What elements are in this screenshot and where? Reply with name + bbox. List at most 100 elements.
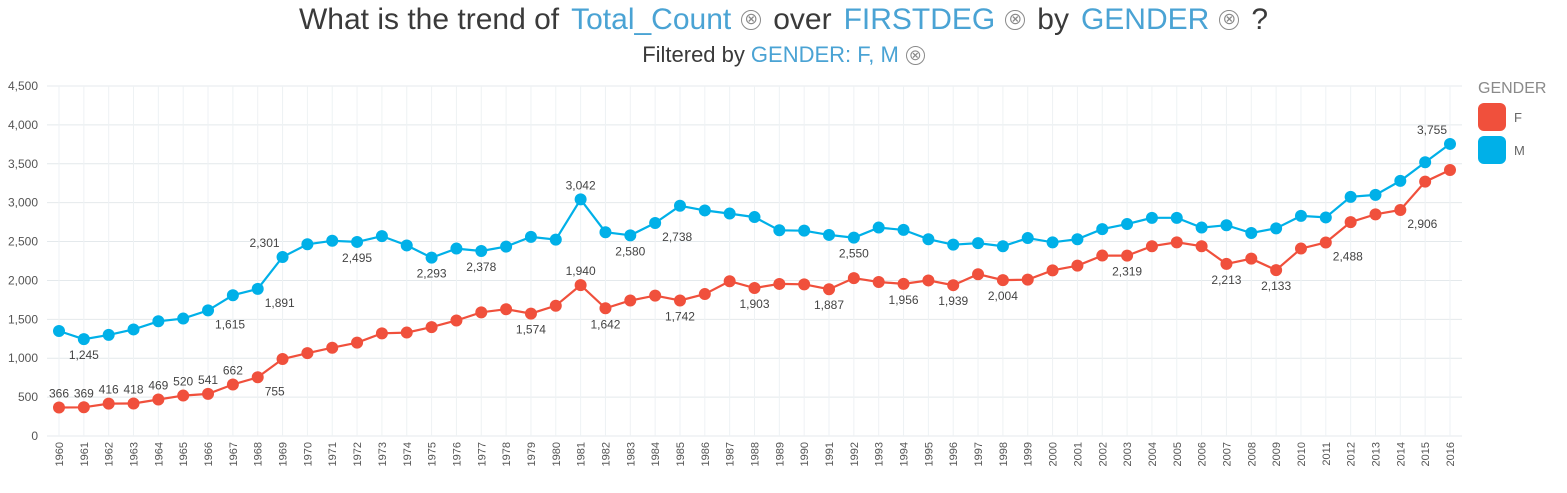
data-label: 1,887 <box>814 298 844 312</box>
x-tick-label: 1988 <box>750 442 762 466</box>
x-tick-label: 1996 <box>948 442 960 466</box>
data-point-m <box>1121 218 1134 231</box>
data-point-f <box>673 294 686 307</box>
legend-item-f[interactable]: F <box>1478 103 1563 131</box>
data-point-m <box>897 223 910 236</box>
x-tick-label: 2001 <box>1072 442 1084 466</box>
remove-filter-icon[interactable]: ⊗ <box>905 45 925 65</box>
x-tick-label: 1967 <box>228 442 240 466</box>
legend-swatch-m <box>1478 136 1506 164</box>
x-tick-label: 1992 <box>849 442 861 466</box>
data-label: 2,906 <box>1407 217 1437 231</box>
data-point-m <box>226 289 239 302</box>
remove-dimension-icon[interactable]: ⊗ <box>1005 10 1026 30</box>
data-point-m <box>1046 236 1059 249</box>
y-tick-label: 3,500 <box>8 157 38 171</box>
data-point-m <box>475 245 488 258</box>
x-tick-label: 1984 <box>650 442 662 466</box>
x-tick-label: 1975 <box>427 442 439 466</box>
group-token[interactable]: GENDER <box>1080 3 1210 36</box>
x-tick-label: 1974 <box>402 442 414 466</box>
x-tick-label: 1982 <box>600 442 612 466</box>
data-point-m <box>152 315 165 328</box>
data-point-f <box>1071 259 1084 272</box>
data-point-m <box>922 233 935 246</box>
data-point-m <box>1021 232 1034 245</box>
legend-item-m[interactable]: M <box>1478 136 1563 164</box>
y-tick-label: 1,000 <box>8 351 38 365</box>
remove-measure-icon[interactable]: ⊗ <box>741 10 762 30</box>
data-point-m <box>847 231 860 244</box>
x-tick-label: 2003 <box>1122 442 1134 466</box>
data-point-f <box>202 387 215 400</box>
x-tick-label: 1994 <box>899 442 911 466</box>
data-point-f <box>326 341 339 354</box>
data-point-m <box>1444 137 1456 150</box>
remove-group-icon[interactable]: ⊗ <box>1219 10 1240 30</box>
data-point-f <box>897 277 910 290</box>
measure-token[interactable]: Total_Count <box>571 3 732 36</box>
data-point-f <box>450 314 463 327</box>
data-point-m <box>77 333 90 346</box>
data-point-f <box>375 327 388 340</box>
x-tick-label: 1986 <box>700 442 712 466</box>
y-tick-label: 2,500 <box>8 235 38 249</box>
data-point-m <box>996 240 1009 253</box>
title-by-word: by <box>1037 3 1069 36</box>
data-point-f <box>177 389 190 402</box>
x-tick-label: 2008 <box>1246 442 1258 466</box>
data-point-m <box>375 230 388 243</box>
data-label: 1,742 <box>665 310 695 324</box>
data-point-m <box>351 235 364 248</box>
data-label: 520 <box>173 375 193 389</box>
x-tick-label: 1991 <box>824 442 836 466</box>
data-point-m <box>1319 211 1332 224</box>
data-label: 3,755 <box>1417 123 1447 137</box>
data-point-f <box>823 283 836 296</box>
legend-title: GENDER <box>1478 80 1547 97</box>
data-point-f <box>226 378 239 391</box>
data-label: 3,042 <box>566 178 596 192</box>
data-label: 1,903 <box>739 297 769 311</box>
x-tick-label: 1965 <box>178 442 190 466</box>
y-tick-label: 4,500 <box>8 79 38 93</box>
data-point-f <box>500 303 513 316</box>
data-point-f <box>1394 203 1407 216</box>
data-label: 2,550 <box>839 247 869 261</box>
filter-token[interactable]: GENDER: F, M <box>750 42 899 67</box>
data-point-f <box>947 279 960 292</box>
data-label: 366 <box>49 387 69 401</box>
data-label: 1,642 <box>590 317 620 331</box>
x-tick-label: 1985 <box>675 442 687 466</box>
x-tick-label: 2000 <box>1048 442 1060 466</box>
dimension-token[interactable]: FIRSTDEG <box>843 3 996 36</box>
x-tick-label: 2002 <box>1097 442 1109 466</box>
y-tick-label: 500 <box>18 390 38 404</box>
data-label: 1,615 <box>215 317 245 331</box>
x-tick-label: 1980 <box>551 442 563 466</box>
data-point-m <box>301 238 314 251</box>
data-point-m <box>1145 211 1158 224</box>
data-label: 1,939 <box>938 294 968 308</box>
data-point-m <box>649 217 662 230</box>
data-point-f <box>1369 208 1382 221</box>
x-tick-label: 1976 <box>451 442 463 466</box>
filter-prefix: Filtered by <box>642 42 745 67</box>
data-point-f <box>1444 164 1456 176</box>
x-tick-label: 2014 <box>1395 442 1407 466</box>
data-point-m <box>53 325 65 337</box>
data-point-f <box>301 347 314 360</box>
data-point-f <box>847 272 860 285</box>
data-point-f <box>723 275 736 288</box>
data-point-m <box>202 304 215 317</box>
y-tick-label: 0 <box>31 429 38 443</box>
data-point-f <box>1319 236 1332 249</box>
x-tick-label: 1973 <box>377 442 389 466</box>
data-point-m <box>400 239 413 252</box>
data-point-m <box>1270 222 1283 235</box>
data-label: 2,738 <box>662 230 692 244</box>
x-tick-label: 2010 <box>1296 442 1308 466</box>
y-tick-label: 1,500 <box>8 312 38 326</box>
data-point-f <box>351 336 364 349</box>
chart-title: What is the trend of Total_Count ⊗ over … <box>0 2 1567 38</box>
